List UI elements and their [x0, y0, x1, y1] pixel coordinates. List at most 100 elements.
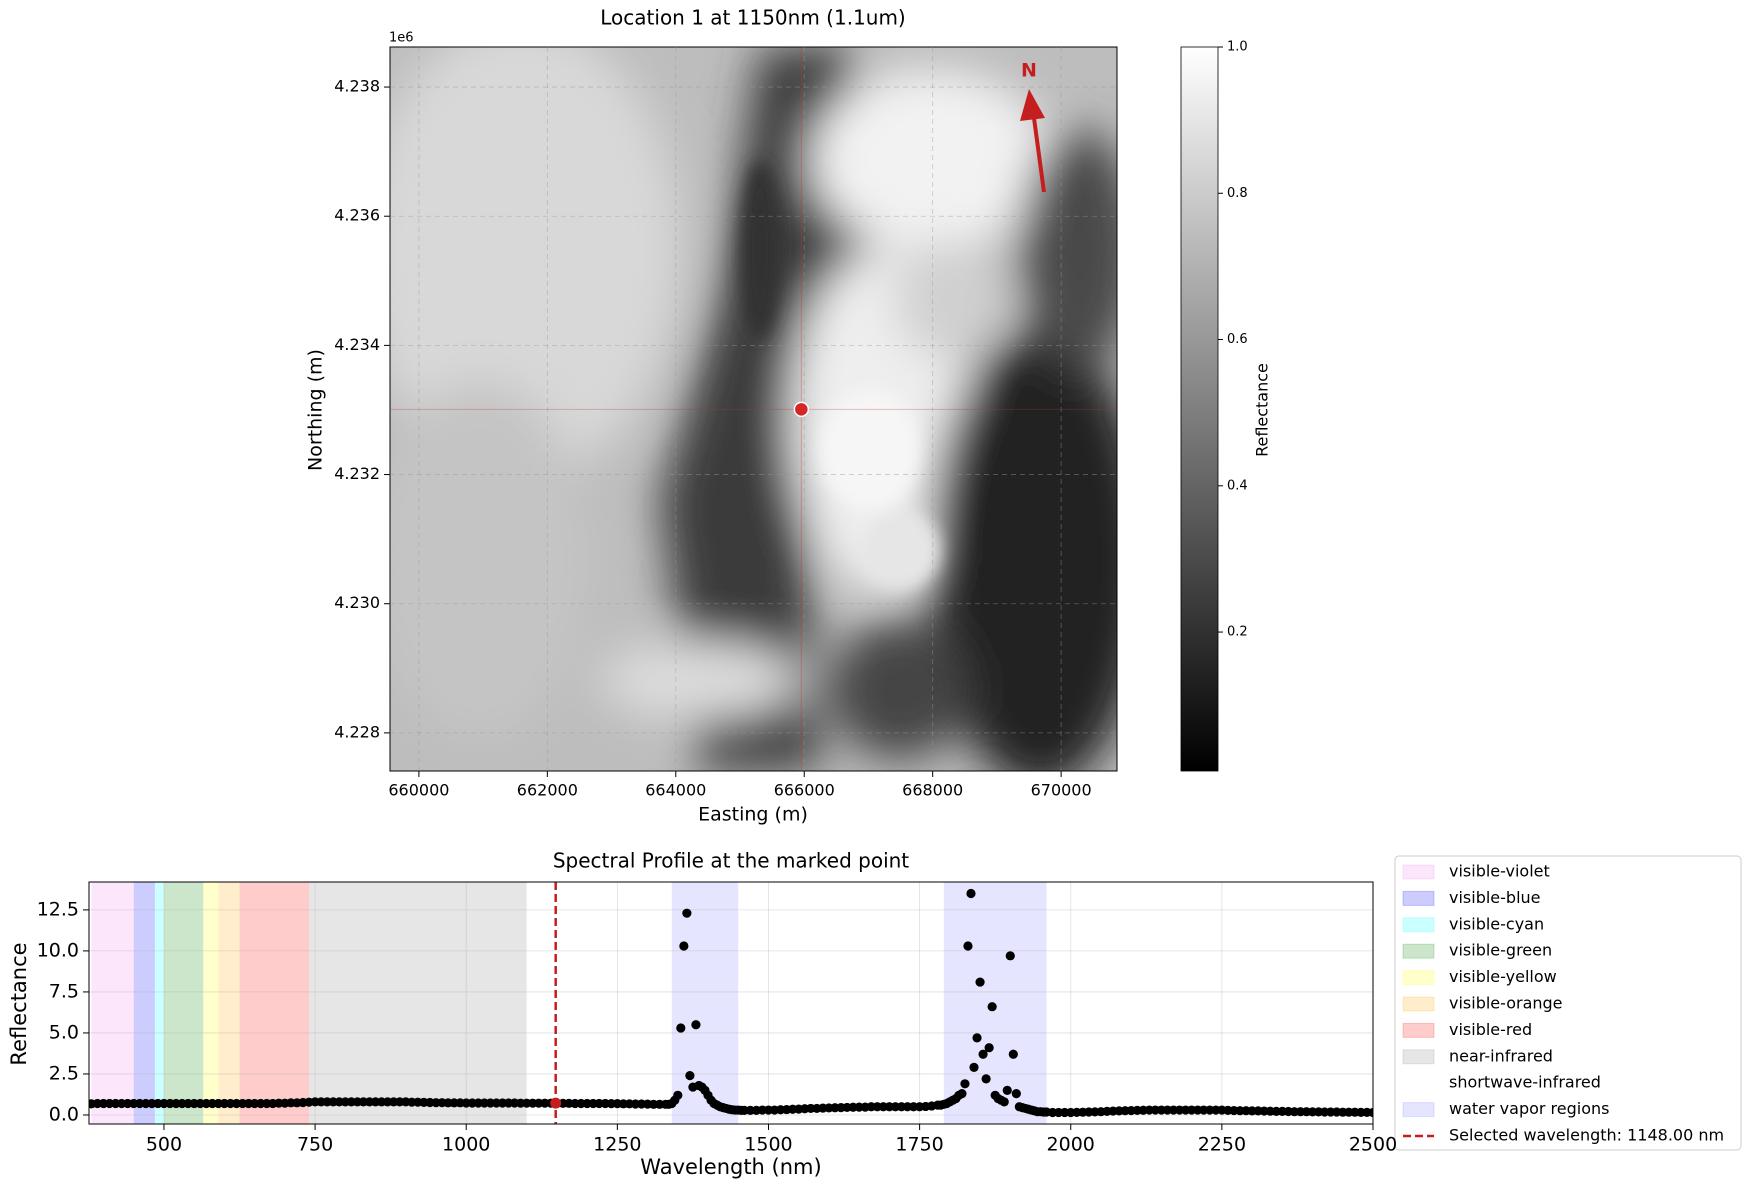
legend-label: shortwave-infrared [1449, 1073, 1601, 1092]
data-point [963, 941, 973, 951]
legend-swatch [1402, 917, 1435, 933]
band-span [203, 882, 219, 1124]
x-tick-label: 2000 [1047, 1134, 1095, 1156]
raster-image [390, 47, 1117, 771]
legend-label: Selected wavelength: 1148.00 nm [1449, 1126, 1724, 1145]
data-point [691, 1020, 701, 1030]
north-arrow: N [1020, 60, 1046, 193]
y-tick-label: 2.5 [49, 1062, 79, 1084]
x-tick-label: 2250 [1198, 1134, 1246, 1156]
north-arrow-shaft [1032, 117, 1046, 193]
map-title: Location 1 at 1150nm (1.1um) [600, 6, 905, 30]
data-point [679, 941, 689, 951]
data-point [682, 908, 692, 918]
x-tick-label: 1250 [593, 1134, 641, 1156]
x-tick-label: 662000 [517, 781, 578, 800]
profile-xlabel: Wavelength (nm) [640, 1155, 821, 1179]
legend-label: visible-blue [1449, 888, 1541, 907]
legend-swatch [1402, 890, 1435, 906]
x-tick-label: 1750 [895, 1134, 943, 1156]
y-tick-label: 4.232 [334, 464, 380, 483]
band-span [239, 882, 310, 1124]
x-tick-label: 668000 [902, 781, 963, 800]
x-tick-label: 2500 [1349, 1134, 1397, 1156]
legend-label: visible-orange [1449, 994, 1563, 1013]
legend: visible-violet visible-blue visible-cyan vi… [1394, 855, 1742, 1151]
legend-label: visible-cyan [1449, 914, 1544, 933]
x-tick-label: 750 [297, 1134, 333, 1156]
legend-label: near-infrared [1449, 1046, 1553, 1065]
legend-label: water vapor regions [1449, 1099, 1610, 1118]
x-tick-label: 1000 [442, 1134, 490, 1156]
colorbar-tick-label: 1.0 [1227, 40, 1248, 55]
colorbar-tick-label: 0.4 [1227, 478, 1248, 493]
band-span [133, 882, 155, 1124]
x-tick-label: 664000 [645, 781, 706, 800]
data-point [981, 1074, 991, 1084]
data-point [1011, 1089, 1021, 1099]
north-arrow-head [1020, 89, 1045, 121]
data-point [966, 888, 976, 899]
data-point [1005, 951, 1015, 961]
x-tick-label: 660000 [388, 781, 449, 800]
y-tick-label: 7.5 [49, 980, 79, 1002]
data-point [972, 1033, 982, 1043]
x-tick-label: 666000 [774, 781, 835, 800]
legend-swatch [1402, 1049, 1435, 1065]
data-point [673, 1090, 683, 1100]
x-tick-label: 670000 [1031, 781, 1092, 800]
y-tick-label: 0.0 [49, 1103, 79, 1125]
y-tick-label: 12.5 [37, 898, 79, 920]
map-frame [389, 46, 1118, 772]
colorbar-frame [1180, 46, 1219, 772]
colorbar [1181, 47, 1218, 771]
data-point [969, 1062, 979, 1072]
y-tick-label: 4.236 [334, 206, 380, 225]
data-point [957, 1089, 967, 1099]
legend-label: visible-green [1449, 941, 1552, 960]
location-marker [793, 401, 810, 418]
legend-swatch [1402, 970, 1435, 986]
plot-frame [88, 881, 1374, 1125]
y-tick-label: 4.234 [334, 335, 380, 354]
profile-title: Spectral Profile at the marked point [553, 849, 909, 873]
band-span [218, 882, 240, 1124]
offset-label: 1e6 [389, 31, 414, 46]
legend-swatch [1402, 1022, 1435, 1038]
y-tick-label: 5.0 [49, 1021, 79, 1043]
profile-ylabel: Reflectance [7, 942, 31, 1065]
data-point [676, 1023, 686, 1033]
y-tick-label: 10.0 [37, 939, 79, 961]
legend-label: visible-violet [1449, 862, 1550, 881]
data-point [1008, 1049, 1018, 1059]
colorbar-tick-label: 0.8 [1227, 186, 1248, 201]
map-xlabel: Easting (m) [698, 804, 808, 826]
band-span [943, 882, 1047, 1124]
data-point [685, 1071, 695, 1081]
data-point [978, 1049, 988, 1059]
y-tick-label: 4.230 [334, 593, 380, 612]
band-span [309, 882, 527, 1124]
band-span [154, 882, 164, 1124]
legend-swatch [1402, 1102, 1435, 1118]
data-point [975, 977, 985, 987]
legend-frame [1394, 855, 1742, 1151]
data-point [960, 1079, 970, 1089]
legend-swatch [1402, 943, 1435, 959]
legend-swatch [1402, 1075, 1435, 1091]
colorbar-tick-label: 0.6 [1227, 332, 1248, 347]
y-tick-label: 4.238 [334, 77, 380, 96]
legend-swatch [1402, 864, 1435, 880]
selected-point [550, 1097, 562, 1109]
band-span [91, 882, 134, 1124]
legend-label: visible-yellow [1449, 967, 1557, 986]
band-span [526, 882, 1373, 1124]
data-point [984, 1043, 994, 1053]
y-tick-label: 4.228 [334, 722, 380, 741]
colorbar-tick-label: 0.2 [1227, 625, 1248, 640]
plot-area [89, 882, 1373, 1124]
data-point [999, 1097, 1009, 1107]
x-tick-label: 1500 [744, 1134, 792, 1156]
band-span [163, 882, 204, 1124]
